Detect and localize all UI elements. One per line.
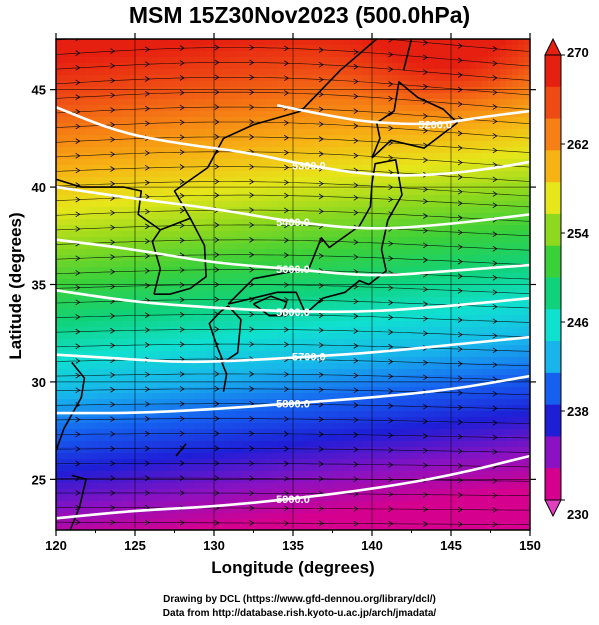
y-axis-ticks: 25 30 35 40 45 <box>32 83 536 487</box>
x-axis-ticks: 120 125 130 135 140 145 150 <box>45 33 541 553</box>
y-tick-label: 25 <box>32 472 46 487</box>
colorbar-label: 270 <box>567 45 589 60</box>
x-tick-label: 130 <box>203 538 225 553</box>
colorbar-label: 262 <box>567 137 589 152</box>
colorbar-label: 246 <box>567 315 589 330</box>
colorbar-label: 230 <box>567 507 589 522</box>
contour-line <box>56 105 530 177</box>
colorbar-bottom-arrow <box>544 499 562 518</box>
colorbar-segment <box>545 245 561 278</box>
contour-label: 5900.0 <box>276 494 310 506</box>
contour-label: 5700.0 <box>292 352 326 364</box>
colorbar-segment <box>545 118 561 151</box>
x-tick-label: 145 <box>440 538 462 553</box>
colorbar-segment <box>545 372 561 406</box>
y-tick-label: 40 <box>32 180 46 195</box>
contour-line <box>56 335 530 364</box>
graticule <box>56 39 530 530</box>
colorbar-label: 238 <box>567 404 589 419</box>
temperature-field <box>56 39 530 530</box>
credit-dcl: Drawing by DCL (https://www.gfd-dennou.o… <box>163 594 436 605</box>
colorbar-segment <box>545 55 561 88</box>
height-contours: 5200.0 5300.0 5400.0 5600.0 5600.0 5700.0 5800… <box>56 103 530 520</box>
colorbar-segment <box>545 309 561 342</box>
contour-label: 5800.0 <box>276 398 310 410</box>
contour-line <box>56 454 530 520</box>
y-tick-label: 30 <box>32 375 46 390</box>
colorbar-segment <box>545 182 561 215</box>
colorbar-segment <box>545 341 561 374</box>
colorbar-segment <box>545 436 561 469</box>
x-tick-label: 135 <box>282 538 304 553</box>
contour-label: 5600.0 <box>276 264 310 276</box>
contour-label: 5400.0 <box>276 217 310 229</box>
y-tick-label: 45 <box>32 83 46 98</box>
colorbar-segment <box>545 277 561 310</box>
colorbar-segment <box>545 150 561 183</box>
colorbar-segment <box>545 404 561 437</box>
contour-line <box>276 103 530 126</box>
colorbar-label: 254 <box>567 226 589 241</box>
contour-line <box>56 238 530 277</box>
colorbar-top-arrow <box>544 37 562 56</box>
contour-line <box>56 374 530 415</box>
contour-label: 5200.0 <box>418 120 452 132</box>
credit-data-source: Data from http://database.rish.kyoto-u.a… <box>162 608 437 619</box>
contour-label: 5600.0 <box>276 307 310 319</box>
contour-label: 5300.0 <box>292 161 326 173</box>
contour-line <box>56 185 530 230</box>
colorbar-segment <box>545 86 561 120</box>
x-tick-label: 120 <box>45 538 67 553</box>
colorbar: 270 262 254 246 238 230 <box>544 37 589 522</box>
x-axis-label: Longitude (degrees) <box>211 558 375 577</box>
x-tick-label: 150 <box>519 538 541 553</box>
x-tick-label: 125 <box>124 538 146 553</box>
y-tick-label: 35 <box>32 278 46 293</box>
x-tick-label: 140 <box>361 538 383 553</box>
colorbar-segment <box>545 213 561 247</box>
chart-title: MSM 15Z30Nov2023 (500.0hPa) <box>128 2 471 28</box>
colorbar-segment <box>545 468 561 501</box>
contour-line <box>56 289 530 314</box>
